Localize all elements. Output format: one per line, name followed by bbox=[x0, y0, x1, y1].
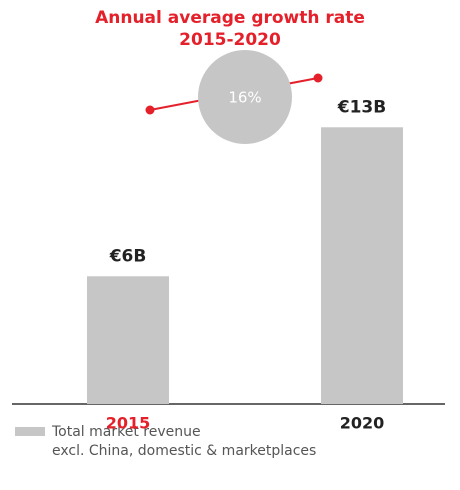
chart-title: Annual average growth rate bbox=[95, 8, 365, 28]
bar bbox=[321, 127, 403, 405]
legend-swatch bbox=[15, 427, 45, 436]
growth-label: 16% bbox=[228, 89, 261, 107]
growth-dot bbox=[313, 73, 323, 83]
legend-note: excl. China, domestic & marketplaces bbox=[52, 443, 316, 459]
x-tick-label: 2020 bbox=[340, 414, 385, 433]
bar bbox=[87, 276, 169, 404]
growth-bubble bbox=[198, 50, 292, 144]
legend-label: Total market revenue bbox=[51, 424, 201, 440]
growth-dot bbox=[145, 105, 155, 115]
chart-subtitle: 2015-2020 bbox=[179, 30, 281, 50]
value-label: €13B bbox=[337, 97, 386, 117]
x-tick-label: 2015 bbox=[106, 414, 151, 433]
value-label: €6B bbox=[109, 246, 147, 266]
